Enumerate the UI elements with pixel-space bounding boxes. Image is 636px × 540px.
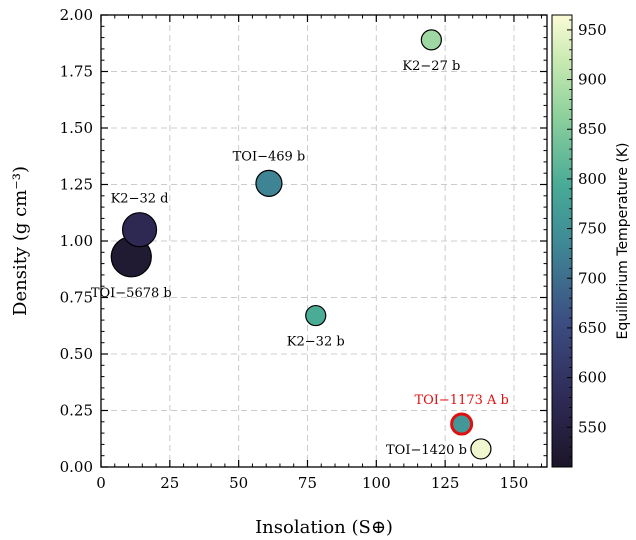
point-label: K2−32 d — [111, 192, 169, 207]
data-point — [470, 438, 492, 460]
data-point — [255, 169, 283, 197]
y-tick-label: 1.50 — [60, 119, 93, 137]
y-tick-label: 0.25 — [60, 402, 93, 420]
colorbar-tick-label: 900 — [578, 71, 607, 89]
x-tick-label: 75 — [298, 474, 317, 492]
colorbar-tick-label: 600 — [578, 369, 607, 387]
colorbar-tick-label: 650 — [578, 319, 607, 337]
x-tick-label: 100 — [362, 474, 391, 492]
colorbar-label: Equilibrium Temperature (K) — [615, 142, 631, 339]
point-label: TOI−5678 b — [91, 286, 172, 301]
y-tick-label: 0.00 — [60, 458, 93, 476]
colorbar-tick-label: 850 — [578, 120, 607, 138]
x-axis-label: Insolation (S⊕) — [255, 517, 393, 538]
y-tick-label: 0.75 — [60, 289, 93, 307]
colorbar-tick-label: 800 — [578, 170, 607, 188]
data-point — [450, 412, 474, 436]
y-tick-label: 1.25 — [60, 176, 93, 194]
x-tick-label: 150 — [500, 474, 529, 492]
colorbar-tick-label: 550 — [578, 418, 607, 436]
y-axis-label: Density (g cm⁻³) — [10, 166, 31, 316]
y-tick-label: 1.00 — [60, 232, 93, 250]
point-label: K2−32 b — [287, 335, 345, 350]
colorbar-tick-label: 700 — [578, 269, 607, 287]
plot-frame — [100, 14, 548, 468]
point-label: TOI−469 b — [233, 149, 306, 164]
colorbar: 550 600 650 700 750 800 850 900 950 Equilibrium T… — [551, 14, 631, 468]
x-tick-label: 125 — [431, 474, 460, 492]
axis-ticks: 0 25 50 75 100 125 150 0.00 0.25 0.50 0.75 1.00 1.25… — [60, 6, 547, 492]
data-point — [420, 29, 442, 51]
point-label: TOI−1420 b — [386, 443, 467, 458]
point-label: K2−27 b — [402, 59, 460, 74]
data-point — [121, 212, 158, 248]
grid-lines — [101, 15, 547, 467]
x-tick-label: 0 — [96, 474, 106, 492]
x-tick-label: 25 — [160, 474, 179, 492]
y-tick-label: 2.00 — [60, 6, 93, 24]
y-tick-label: 1.75 — [60, 63, 93, 81]
point-label: TOI−1173 A b — [414, 393, 508, 408]
colorbar-tick-label: 950 — [578, 21, 607, 39]
colorbar-gradient — [551, 14, 573, 468]
data-point — [305, 304, 327, 327]
colorbar-tick-label: 750 — [578, 220, 607, 238]
data-points: K2−27 b TOI−469 b K2−32 d TOI−5678 b K2−32 b… — [91, 29, 509, 460]
x-tick-label: 50 — [229, 474, 248, 492]
y-tick-label: 0.50 — [60, 345, 93, 363]
